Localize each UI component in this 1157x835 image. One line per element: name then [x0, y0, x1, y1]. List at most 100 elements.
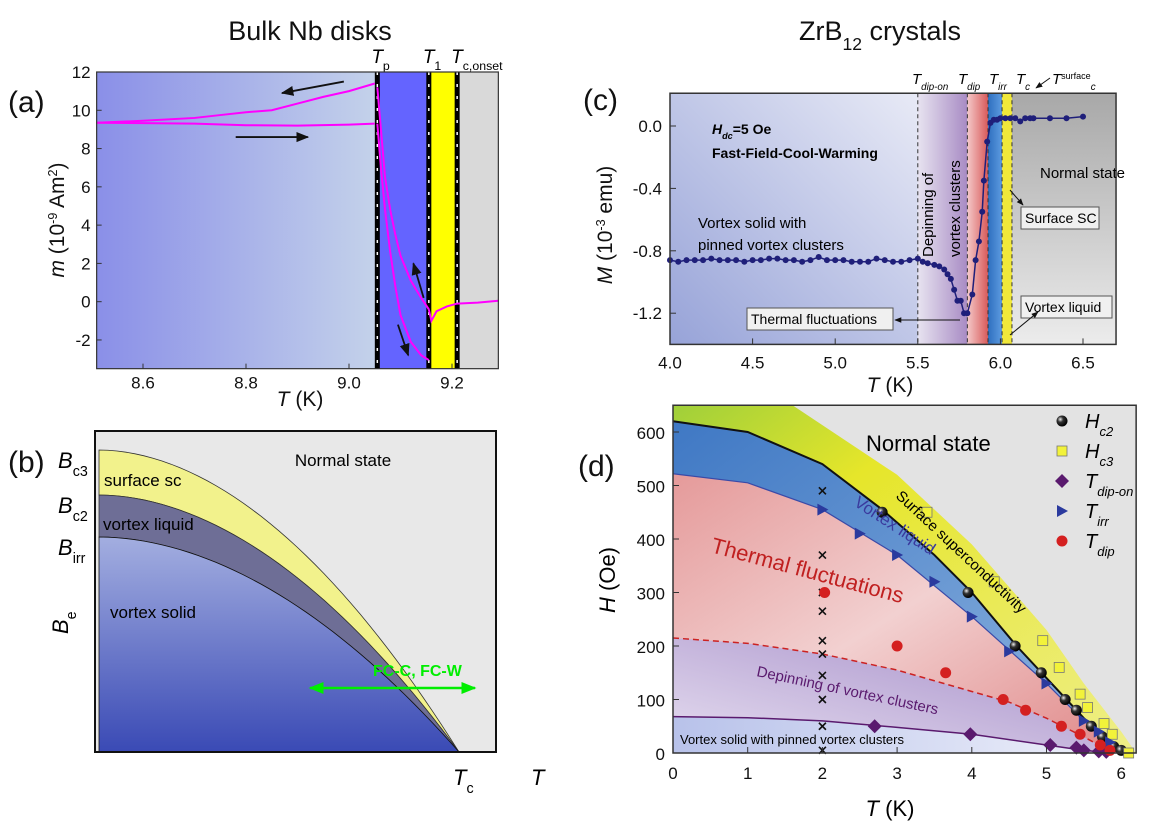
region-a-2 [428, 72, 458, 369]
data-point [766, 255, 773, 262]
legend-label: Hc2 [1085, 411, 1114, 439]
data-point-irr [1104, 736, 1116, 749]
data-point [881, 257, 888, 264]
plot-frame-b [94, 430, 497, 753]
annotation-field-part: H [712, 121, 723, 137]
left-label-part: B [58, 493, 73, 518]
marker-label-part: T [989, 71, 1000, 88]
plot-frame-c [669, 92, 1117, 346]
label-depin: vortex clusters [947, 160, 964, 257]
data-point [1046, 115, 1053, 122]
title-zrb12-part: crystals [862, 16, 961, 46]
legend-label-part: T [1085, 531, 1099, 553]
y-tick-label: 8 [81, 140, 90, 159]
data-point-dip [940, 667, 952, 679]
marker-label: Tsurfacec [1052, 71, 1096, 93]
marker-label-part: dip [967, 82, 981, 93]
legend-marker-irr [1057, 505, 1068, 517]
data-point-c2 [1035, 667, 1047, 679]
data-point [969, 291, 976, 298]
box-vortex-liquid: Vortex liquid [1025, 299, 1101, 315]
x-tick-label: 9.2 [440, 374, 464, 393]
x-tick-label: 5.0 [823, 353, 847, 372]
box-thermal-fluct-frame [746, 307, 894, 331]
marker-label-part: 1 [434, 59, 441, 73]
x-axis-label-c: T (K) [867, 374, 914, 397]
legend-label-part: irr [1097, 514, 1109, 529]
x-axis-label-c-part: T [867, 374, 882, 397]
cross-stroke [818, 722, 827, 731]
marker-label-part: T [958, 71, 969, 88]
y-tick-label: -0.8 [633, 242, 662, 261]
data-point [914, 255, 921, 262]
y-axis-label-c-part: emu) [594, 166, 617, 220]
left-label-part: B [58, 448, 73, 473]
data-point-irr [817, 503, 829, 516]
left-label-part: c2 [73, 509, 88, 525]
x-axis-label-d-part: T [866, 796, 881, 821]
x-tick-label: 9.0 [337, 374, 361, 393]
marker-label-part: dip-on [921, 82, 948, 93]
y-tick-label: 0.0 [638, 117, 662, 136]
arrow [1035, 77, 1051, 89]
panel-label-d: (d) [578, 450, 615, 483]
data-point-dip [1020, 704, 1032, 716]
y-axis-label-a-part: (10 [46, 224, 69, 260]
box-vortex-liquid-frame [1020, 295, 1113, 319]
cross-stroke [818, 671, 827, 680]
panel-label-c: (c) [583, 84, 618, 117]
x-axis-label-a: T (K) [277, 388, 324, 411]
x-axis-label-a-part: T [277, 388, 292, 411]
y-tick-label: 100 [637, 692, 665, 711]
data-point-c2 [962, 587, 974, 598]
data-point-c3 [1053, 662, 1065, 673]
y-axis-label-b-part: e [64, 611, 80, 619]
marker-label-part: T [1016, 71, 1027, 88]
x-tick-label: 6.0 [989, 353, 1013, 372]
label-normal-state: Normal state [866, 431, 991, 456]
data-point-c2 [1070, 704, 1082, 716]
data-point [924, 260, 931, 267]
data-point [997, 115, 1004, 122]
label-normal-state: Normal state [295, 451, 391, 470]
data-point-dip [1094, 739, 1106, 751]
data-point [675, 258, 682, 265]
data-point [733, 257, 740, 264]
data-point [840, 257, 847, 264]
y-axis-label-a-part: ) [46, 162, 69, 169]
data-point-c3 [1106, 728, 1118, 740]
cross-marker [818, 722, 827, 731]
data-point [708, 255, 715, 262]
data-point [741, 258, 748, 265]
marker-label: Tdip [958, 71, 981, 93]
data-point [683, 257, 690, 264]
data-point [823, 257, 830, 264]
annotation-field-part: =5 Oe [733, 121, 772, 137]
x-tick-label: 3 [892, 764, 901, 783]
marker-label: Tirr [989, 71, 1008, 93]
cross-stroke [818, 636, 827, 645]
series-cooling [96, 82, 376, 124]
data-point [724, 257, 731, 264]
x-tick-label: 4.5 [741, 353, 765, 372]
tc-label-part: c [466, 781, 473, 797]
y-tick-label: 500 [637, 478, 665, 497]
data-point [944, 271, 951, 278]
data-point-c3 [921, 506, 933, 518]
legend-marker-dip [1056, 535, 1068, 547]
cross-marker [818, 607, 827, 616]
x-tick-label: 2 [818, 764, 827, 783]
legend-label: Tdip-on [1085, 471, 1133, 499]
legend-marker-c3 [1056, 445, 1068, 457]
data-point [832, 257, 839, 264]
legend-label-part: dip-on [1097, 484, 1133, 499]
marker-label-part: irr [998, 82, 1007, 93]
arrow [1009, 311, 1039, 336]
marker-label-part: T [371, 47, 384, 68]
series-drop-lower [376, 123, 430, 361]
y-axis-label-a: m (10-9 Am2) [46, 162, 69, 277]
data-point-c2 [1059, 694, 1071, 705]
tc-label: Tc [453, 765, 474, 797]
y-axis-label-d: H (Oe) [595, 547, 620, 613]
y-tick-label: -2 [76, 331, 91, 350]
